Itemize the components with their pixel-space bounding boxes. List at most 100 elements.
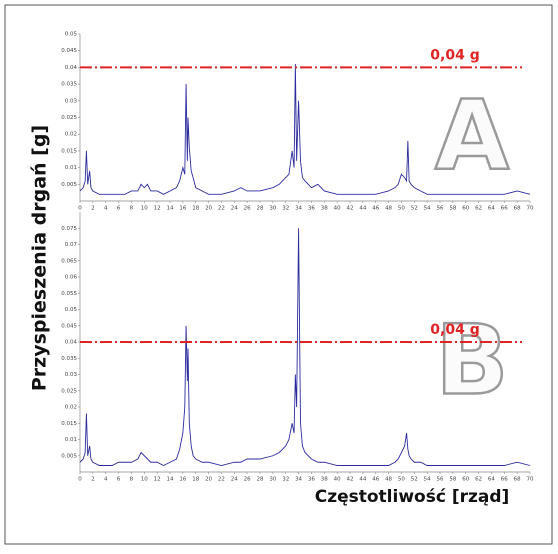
x-tick-label: 52	[411, 206, 418, 212]
x-tick-label: 10	[141, 477, 148, 483]
x-tick-label: 54	[424, 477, 431, 483]
x-tick-label: 6	[117, 206, 121, 212]
x-tick-label: 44	[359, 206, 366, 212]
y-tick-label: 0.025	[61, 388, 77, 394]
x-tick-label: 0	[78, 206, 82, 212]
x-tick-label: 20	[205, 206, 212, 212]
x-tick-label: 24	[231, 206, 238, 212]
y-tick-label: 0.005	[61, 182, 77, 188]
x-tick-label: 42	[347, 477, 354, 483]
x-tick-label: 38	[321, 477, 328, 483]
x-tick-label: 48	[385, 206, 392, 212]
x-tick-label: 12	[154, 477, 161, 483]
x-tick-label: 6	[117, 477, 121, 483]
x-tick-label: 62	[475, 477, 482, 483]
x-tick-label: 42	[347, 206, 354, 212]
x-tick-label: 32	[282, 206, 289, 212]
panel-letter: B	[435, 304, 508, 416]
y-tick-label: 0.07	[65, 242, 78, 248]
x-tick-label: 44	[359, 477, 366, 483]
x-tick-label: 58	[449, 477, 456, 483]
x-tick-label: 8	[130, 477, 134, 483]
x-tick-label: 68	[514, 477, 521, 483]
y-tick-label: 0.06	[65, 275, 78, 281]
y-tick-label: 0.03	[65, 98, 78, 104]
y-tick-label: 0.025	[61, 115, 77, 121]
y-tick-label: 0.035	[61, 356, 77, 362]
x-tick-label: 40	[334, 206, 341, 212]
x-tick-label: 64	[488, 477, 495, 483]
x-tick-label: 56	[437, 477, 444, 483]
y-tick-label: 0.02	[65, 132, 77, 138]
x-tick-label: 0	[78, 477, 82, 483]
y-tick-label: 0.05	[65, 307, 78, 313]
x-axis-label: Częstotliwość [rząd]	[315, 487, 510, 507]
spectrum-line	[79, 64, 531, 195]
x-tick-label: 18	[192, 477, 199, 483]
spectrum-line	[79, 228, 531, 467]
x-tick-label: 56	[437, 206, 444, 212]
y-axis-label: Przyspieszenia drgań [g]	[29, 125, 51, 391]
y-tick-label: 0.015	[61, 421, 77, 427]
x-tick-label: 16	[179, 477, 186, 483]
x-tick-label: 22	[218, 206, 225, 212]
x-tick-label: 40	[334, 477, 341, 483]
x-tick-label: 50	[398, 206, 405, 212]
y-tick-label: 0.055	[61, 291, 77, 297]
x-tick-label: 66	[501, 477, 508, 483]
x-tick-label: 14	[167, 477, 174, 483]
x-tick-label: 58	[449, 206, 456, 212]
y-tick-label: 0.05	[65, 32, 78, 38]
x-tick-label: 62	[475, 206, 482, 212]
x-tick-label: 2	[91, 477, 95, 483]
x-tick-label: 12	[154, 206, 161, 212]
y-tick-label: 0.01	[65, 165, 77, 171]
x-tick-label: 8	[130, 206, 134, 212]
x-tick-label: 30	[269, 477, 276, 483]
x-tick-label: 60	[462, 477, 469, 483]
x-tick-label: 52	[411, 477, 418, 483]
x-tick-label: 4	[104, 477, 108, 483]
x-tick-label: 24	[231, 477, 238, 483]
x-tick-label: 36	[308, 206, 315, 212]
x-tick-label: 32	[282, 477, 289, 483]
x-tick-label: 60	[462, 206, 469, 212]
frame	[4, 4, 553, 545]
y-tick-label: 0.065	[61, 258, 77, 264]
x-tick-label: 70	[527, 206, 534, 212]
threshold-label: 0,04 g	[430, 322, 479, 338]
x-tick-label: 20	[205, 477, 212, 483]
x-tick-label: 28	[257, 477, 264, 483]
x-tick-label: 36	[308, 477, 315, 483]
x-tick-label: 22	[218, 477, 225, 483]
y-tick-label: 0.01	[65, 437, 77, 443]
y-tick-label: 0.04	[65, 340, 78, 346]
threshold-label: 0,04 g	[430, 47, 479, 63]
y-tick-label: 0.015	[61, 148, 77, 154]
x-tick-label: 70	[527, 477, 534, 483]
x-tick-label: 48	[385, 477, 392, 483]
y-tick-label: 0.03	[65, 372, 78, 378]
x-tick-label: 30	[269, 206, 276, 212]
x-tick-label: 26	[244, 477, 251, 483]
x-tick-label: 18	[192, 206, 199, 212]
y-tick-label: 0.04	[65, 65, 78, 71]
y-tick-label: 0.075	[61, 226, 77, 232]
x-tick-label: 66	[501, 206, 508, 212]
x-tick-label: 46	[372, 206, 379, 212]
x-tick-label: 14	[167, 206, 174, 212]
x-tick-label: 16	[179, 206, 186, 212]
x-tick-label: 46	[372, 477, 379, 483]
x-tick-label: 64	[488, 206, 495, 212]
x-tick-label: 26	[244, 206, 251, 212]
y-tick-label: 0.045	[61, 323, 77, 329]
y-tick-label: 0.035	[61, 82, 77, 88]
panel-letter: A	[435, 80, 509, 192]
x-tick-label: 10	[141, 206, 148, 212]
y-tick-label: 0.005	[61, 453, 77, 459]
x-tick-label: 38	[321, 206, 328, 212]
y-tick-label: 0.02	[65, 405, 77, 411]
x-tick-label: 50	[398, 477, 405, 483]
